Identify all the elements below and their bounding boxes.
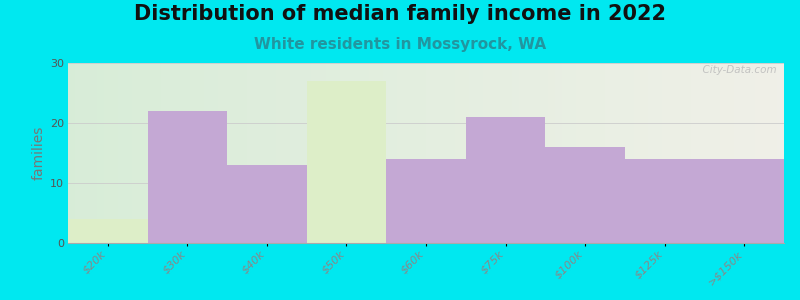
- Bar: [466, 117, 546, 243]
- Text: White residents in Mossyrock, WA: White residents in Mossyrock, WA: [254, 38, 546, 52]
- Bar: [147, 111, 227, 243]
- Bar: [68, 219, 147, 243]
- Bar: [306, 81, 386, 243]
- Text: Distribution of median family income in 2022: Distribution of median family income in …: [134, 4, 666, 25]
- Bar: [625, 159, 705, 243]
- Text: City-Data.com: City-Data.com: [696, 65, 777, 75]
- Bar: [386, 159, 466, 243]
- Bar: [705, 159, 784, 243]
- Y-axis label: families: families: [31, 126, 46, 180]
- Bar: [546, 147, 625, 243]
- Bar: [227, 165, 306, 243]
